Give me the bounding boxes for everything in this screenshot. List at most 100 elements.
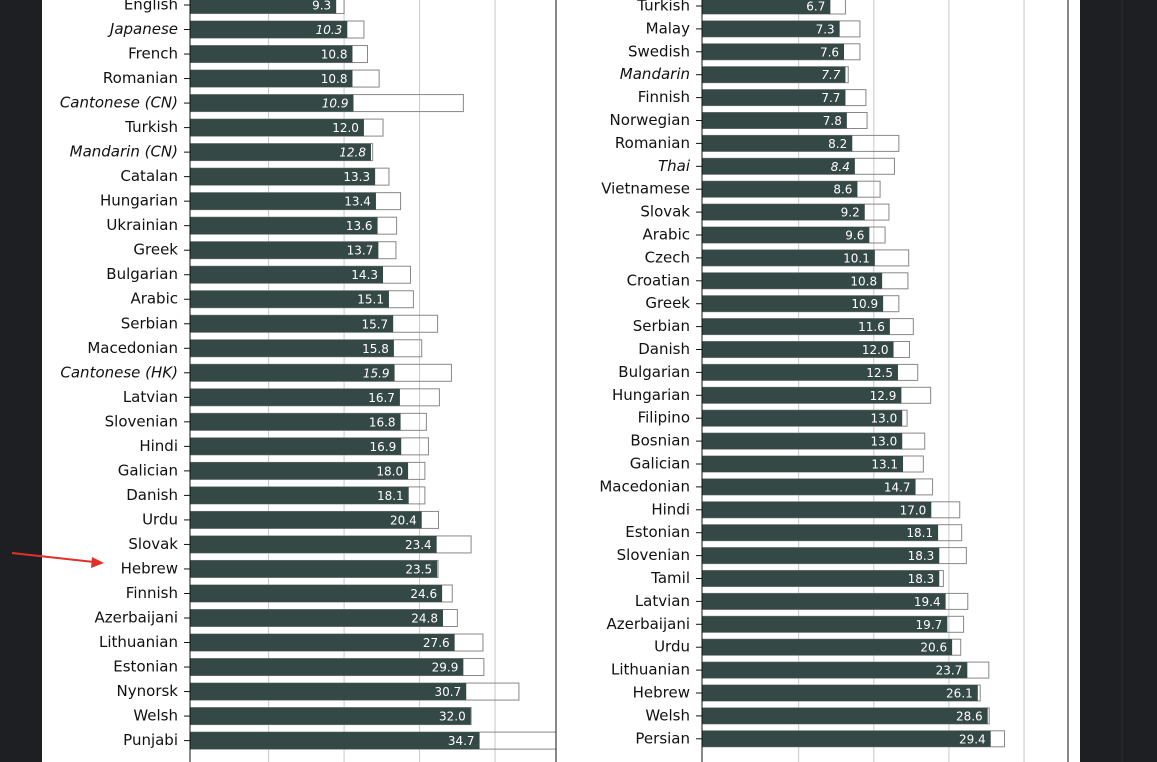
value-label: 28.6 [956, 709, 983, 723]
value-label: 12.0 [862, 343, 889, 357]
y-tick-label: Greek [133, 241, 178, 259]
value-label: 23.7 [936, 664, 963, 678]
bar [190, 388, 400, 406]
value-label: 7.7 [821, 68, 840, 82]
y-tick-label: Czech [645, 248, 690, 266]
y-tick-label: Lithuanian [611, 661, 690, 679]
y-tick-label: Danish [638, 340, 690, 358]
bar [190, 315, 394, 333]
y-tick-label: French [128, 45, 178, 63]
y-tick-label: Hungarian [100, 192, 178, 210]
value-label: 23.4 [405, 538, 432, 552]
y-tick-label: Welsh [133, 707, 178, 725]
y-tick-label: Bulgarian [618, 363, 690, 381]
y-tick-label: Turkish [124, 118, 178, 136]
value-label: 13.4 [344, 195, 371, 209]
value-label: 13.6 [346, 219, 373, 233]
y-tick-label: Catalan [120, 167, 178, 185]
value-label: 18.3 [908, 572, 935, 586]
value-label: 15.7 [361, 317, 388, 331]
y-tick-label: Cantonese (HK) [60, 363, 178, 381]
bar [190, 462, 409, 480]
bar [702, 456, 904, 472]
y-tick-label: Hungarian [612, 386, 690, 404]
y-tick-label: Azerbaijani [95, 609, 178, 627]
bar [702, 181, 858, 198]
y-tick-label: Filipino [638, 409, 690, 427]
bar [702, 135, 853, 152]
value-label: 18.1 [906, 526, 933, 540]
y-tick-label: Hindi [139, 437, 178, 455]
bar [190, 634, 455, 652]
value-label: 7.7 [821, 91, 840, 105]
value-label: 15.8 [362, 342, 389, 356]
bar [190, 21, 348, 39]
bar [702, 66, 846, 83]
bar [190, 364, 395, 382]
y-tick-label: Mandarin [620, 65, 690, 83]
bar [702, 364, 898, 381]
bar [702, 410, 903, 427]
y-tick-label: Bulgarian [106, 265, 178, 283]
value-label: 7.8 [823, 114, 842, 128]
bar [702, 112, 847, 129]
value-label: 29.9 [432, 661, 459, 675]
value-label: 9.3 [312, 0, 331, 13]
y-tick-label: Serbian [121, 314, 178, 332]
y-tick-label: Nynorsk [117, 682, 179, 700]
bar [190, 609, 443, 627]
value-label: 18.3 [908, 549, 935, 563]
value-label: 23.5 [405, 562, 432, 576]
value-label: 18.1 [377, 489, 404, 503]
y-tick-label: Slovenian [105, 412, 178, 430]
value-label: 6.7 [806, 0, 825, 14]
annotation-arrow [11, 552, 104, 568]
y-tick-label: Hebrew [633, 684, 690, 702]
y-tick-label: Finnish [638, 88, 690, 106]
bar [702, 227, 870, 243]
value-label: 10.9 [851, 297, 878, 311]
y-tick-label: Lithuanian [99, 633, 178, 651]
y-tick-label: Hebrew [121, 559, 178, 577]
y-tick-label: Bosnian [630, 432, 690, 450]
bar [190, 535, 437, 553]
bar [190, 437, 402, 455]
y-tick-label: Cantonese (CN) [60, 94, 178, 112]
bar [190, 192, 376, 210]
value-label: 34.7 [448, 734, 475, 748]
y-tick-label: Thai [658, 157, 691, 175]
y-tick-label: Estonian [113, 658, 178, 676]
y-tick-label: Galician [630, 455, 690, 473]
y-tick-label: Ukrainian [106, 216, 178, 234]
value-label: 10.8 [321, 72, 348, 86]
bar [190, 707, 471, 725]
value-label: 8.6 [833, 183, 852, 197]
y-tick-label: Arabic [642, 226, 690, 244]
bar [190, 0, 337, 14]
value-label: 13.0 [871, 412, 898, 426]
bar [702, 387, 902, 404]
bar [702, 501, 932, 518]
y-tick-label: Welsh [645, 706, 690, 724]
y-tick-label: Macedonian [599, 477, 690, 495]
value-label: 8.2 [828, 137, 847, 151]
value-label: 11.6 [858, 320, 885, 334]
y-tick-label: English [124, 0, 178, 14]
value-label: 16.9 [370, 440, 397, 454]
bar [702, 593, 946, 610]
value-label: 10.8 [850, 274, 877, 288]
value-label: 10.1 [843, 251, 870, 265]
value-label: 17.0 [900, 503, 927, 517]
y-tick-label: Latvian [123, 388, 178, 406]
value-label: 7.6 [820, 45, 839, 59]
value-label: 16.7 [368, 391, 395, 405]
bar [702, 0, 831, 14]
bar [190, 732, 480, 750]
bar [190, 45, 353, 63]
bar [702, 158, 855, 175]
value-label: 13.0 [871, 435, 898, 449]
value-label: 12.8 [339, 146, 366, 160]
bar [190, 584, 443, 602]
bar [190, 339, 394, 357]
bar [190, 683, 467, 701]
